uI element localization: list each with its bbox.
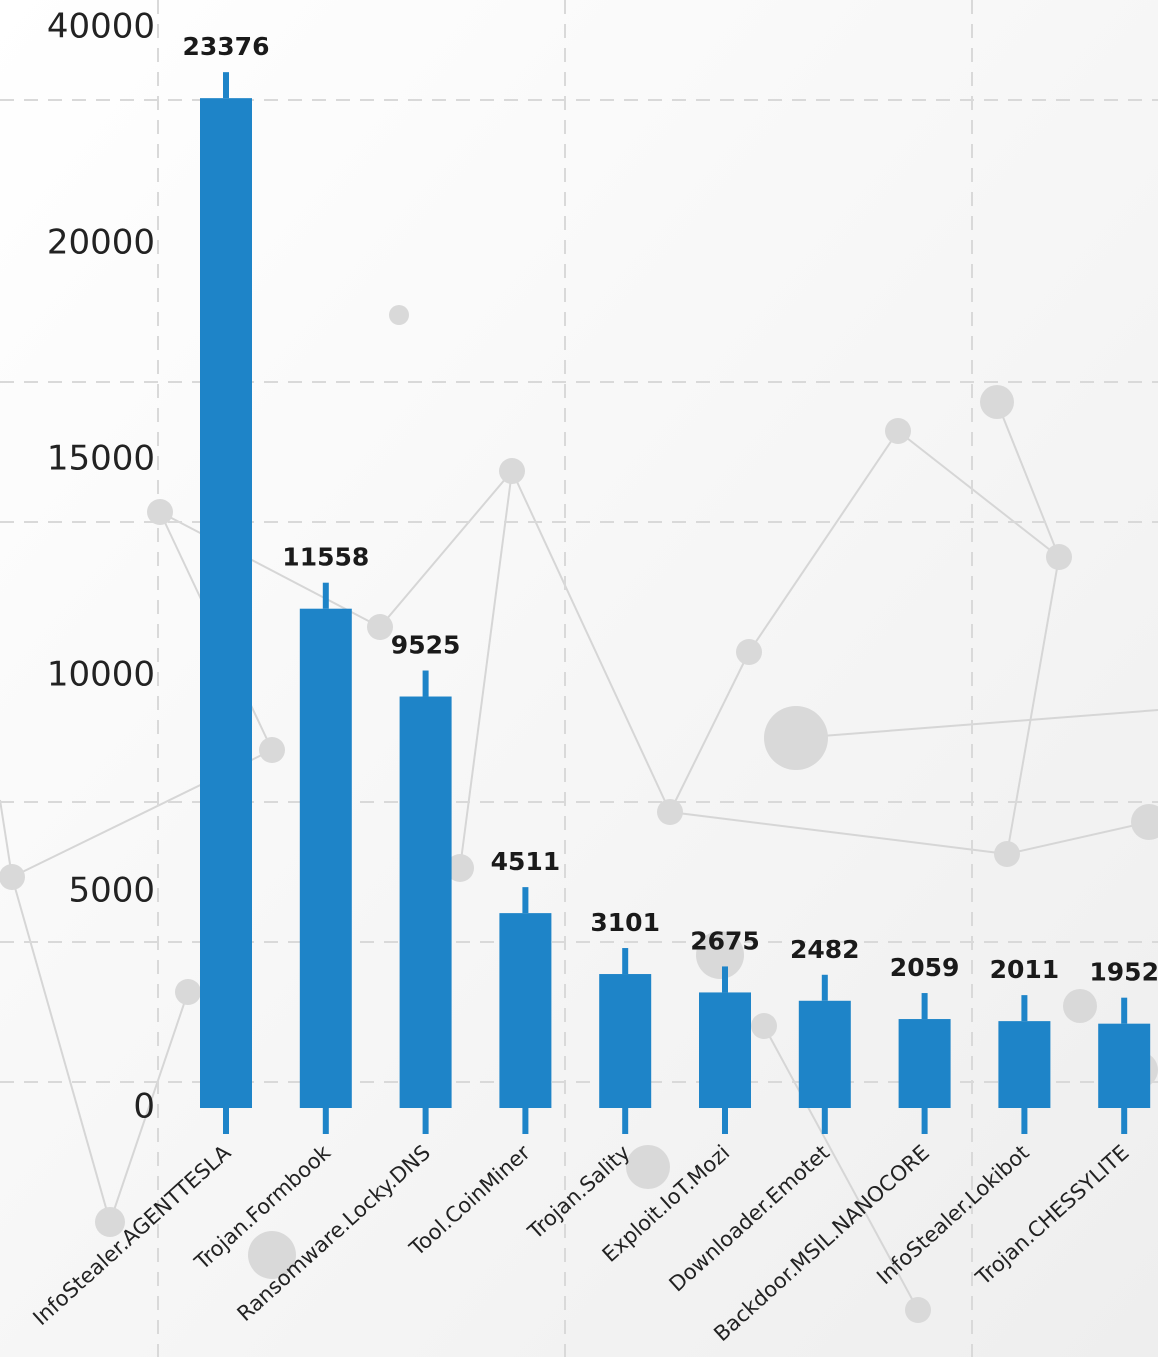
bar [899, 1019, 951, 1108]
y-tick-label: 20000 [47, 223, 155, 263]
bar [699, 992, 751, 1108]
bar [499, 913, 551, 1108]
value-label: 4511 [491, 847, 561, 876]
bar [300, 609, 352, 1108]
value-label: 11558 [282, 543, 369, 572]
bar [200, 98, 252, 1108]
bar [400, 697, 452, 1108]
chart: 050001000015000200004000023376InfoSteale… [0, 0, 1158, 1357]
value-label: 2011 [990, 955, 1060, 984]
y-tick-label: 40000 [47, 7, 155, 47]
value-label: 9525 [391, 631, 461, 660]
value-label: 2059 [890, 953, 960, 982]
value-label: 23376 [183, 32, 270, 61]
y-tick-label: 0 [133, 1087, 155, 1127]
y-tick-label: 5000 [68, 871, 155, 911]
y-tick-label: 15000 [47, 439, 155, 479]
bar [599, 974, 651, 1108]
bar [1098, 1024, 1150, 1108]
value-label: 2675 [690, 926, 760, 955]
bar [998, 1021, 1050, 1108]
bar [799, 1001, 851, 1108]
value-label: 2482 [790, 935, 860, 964]
value-label: 3101 [590, 908, 660, 937]
background [0, 0, 1158, 1357]
y-tick-label: 10000 [47, 655, 155, 695]
value-label: 1952 [1089, 958, 1158, 987]
